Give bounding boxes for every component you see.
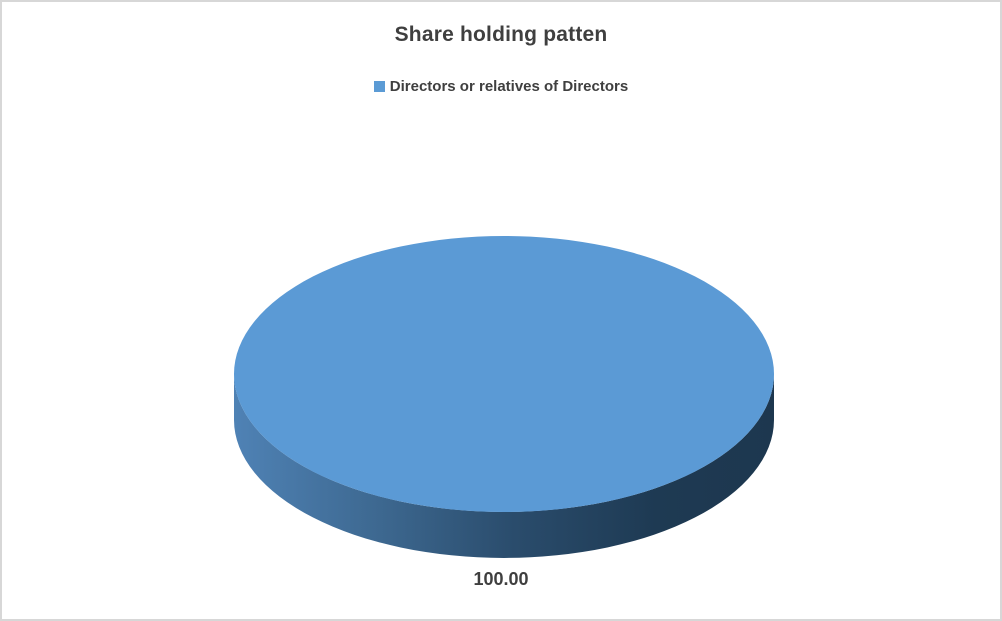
pie-slice-side xyxy=(234,374,774,558)
legend-swatch-icon xyxy=(373,81,385,92)
chart-title: Share holding patten xyxy=(394,23,608,46)
legend-label: Directors or relatives of Directors xyxy=(389,78,629,95)
legend-swatch-rect xyxy=(373,81,385,92)
chart-legend: Directors or relatives of Directors xyxy=(2,78,1000,95)
pie-data-label: 100.00 xyxy=(473,569,529,589)
pie-slice-top xyxy=(234,236,774,512)
